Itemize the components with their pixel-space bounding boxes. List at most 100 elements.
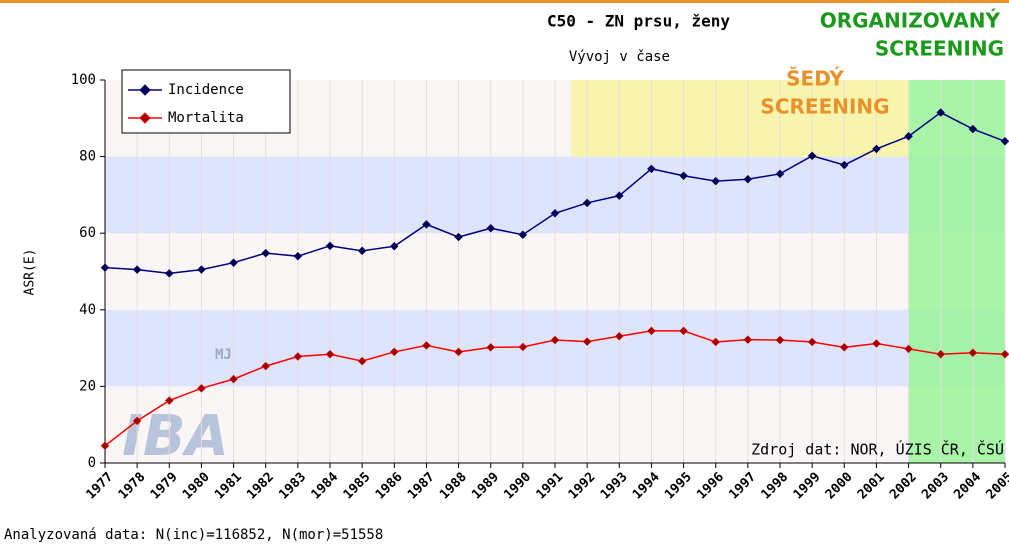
point (775, 335, 785, 345)
point (872, 144, 881, 154)
point (454, 232, 463, 242)
x-tick-label: 1978 (116, 470, 149, 503)
x-tick-label: 1979 (148, 470, 181, 503)
y-tick-label: 60 (79, 225, 96, 241)
point (132, 265, 142, 274)
x-tick-label: 1998 (759, 470, 792, 503)
x-tick-label: 1996 (694, 470, 727, 503)
point (1000, 136, 1009, 146)
point (872, 339, 881, 348)
y-tick-label: 100 (71, 72, 96, 88)
x-tick-label: 1992 (566, 470, 599, 503)
point (582, 198, 592, 208)
region-label: SCREENING (875, 37, 1004, 61)
point (679, 171, 688, 181)
point (164, 396, 174, 405)
y-tick-label: 20 (79, 378, 96, 394)
point (743, 335, 753, 345)
x-tick-label: 1982 (244, 470, 277, 503)
x-tick-label: 1995 (662, 470, 695, 503)
point (582, 337, 592, 346)
x-tick-label: 1981 (212, 470, 245, 503)
point (132, 416, 142, 426)
region-label: SCREENING (760, 95, 889, 119)
x-tick-label: 2000 (823, 470, 856, 503)
x-tick-label: 1984 (309, 470, 342, 503)
point (389, 241, 399, 251)
point (647, 164, 656, 174)
top-border (0, 0, 1009, 3)
point (325, 241, 335, 251)
point (904, 131, 913, 141)
x-tick-label: 1986 (373, 470, 406, 503)
point (679, 326, 688, 336)
region (908, 80, 1005, 463)
point (100, 263, 110, 273)
x-tick-label: 2004 (951, 470, 984, 503)
legend-label: Incidence (168, 82, 244, 98)
x-tick-label: 1991 (534, 470, 567, 503)
source-note: Zdroj dat: NOR, ÚZIS ČR, ČSÚ (751, 440, 1004, 459)
x-tick-label: 2001 (855, 470, 888, 503)
point (968, 124, 978, 134)
point (100, 441, 110, 451)
point (486, 342, 496, 352)
point (261, 248, 271, 258)
point (164, 269, 174, 278)
logo-text: IBA (122, 404, 229, 469)
x-tick-label: 1997 (726, 470, 759, 503)
point (197, 383, 206, 393)
legend-marker (139, 112, 151, 124)
point (486, 223, 496, 233)
x-tick-label: 1983 (276, 470, 309, 503)
point (839, 160, 849, 170)
point (229, 374, 238, 384)
chart-title: C50 - ZN prsu, ženy (547, 12, 730, 31)
point (711, 176, 721, 186)
point (229, 258, 238, 268)
y-tick-label: 40 (79, 302, 96, 318)
x-tick-label: 1999 (791, 470, 824, 503)
y-tick-label: 80 (79, 149, 96, 165)
point (550, 208, 560, 218)
point (518, 342, 528, 352)
x-tick-label: 1985 (341, 470, 374, 503)
point (422, 220, 431, 229)
region (571, 80, 909, 157)
point (614, 191, 624, 201)
y-tick-label: 0 (88, 455, 96, 471)
x-tick-label: 2003 (919, 470, 952, 503)
point (839, 342, 849, 352)
x-tick-label: 1989 (469, 470, 502, 503)
point (807, 151, 817, 161)
point (743, 174, 753, 184)
point (807, 337, 817, 347)
point (357, 356, 367, 366)
x-tick-label: 1987 (405, 470, 438, 503)
x-tick-label: 1990 (501, 470, 534, 503)
x-tick-label: 1977 (84, 470, 117, 503)
point (454, 347, 463, 357)
x-tick-label: 1988 (437, 470, 470, 503)
region-label: ŠEDÝ (786, 67, 844, 91)
point (968, 348, 978, 358)
y-axis-label: ASR(E) (23, 249, 38, 296)
point (775, 169, 785, 179)
point (357, 246, 367, 256)
point (936, 349, 946, 359)
point (293, 251, 303, 261)
legend-marker (139, 84, 151, 96)
point (422, 341, 431, 350)
point (904, 344, 913, 354)
point (936, 108, 946, 117)
point (711, 337, 721, 347)
logo-text: MJ (215, 347, 232, 363)
x-tick-label: 1993 (598, 470, 631, 503)
point (550, 335, 560, 345)
region-label: ORGANIZOVANÝ (820, 9, 1001, 33)
footer: Analyzovaná data: N(inc)=116852, N(mor)=… (4, 527, 383, 543)
point (518, 230, 528, 240)
point (614, 331, 624, 341)
chart-subtitle: Vývoj v čase (569, 49, 670, 65)
